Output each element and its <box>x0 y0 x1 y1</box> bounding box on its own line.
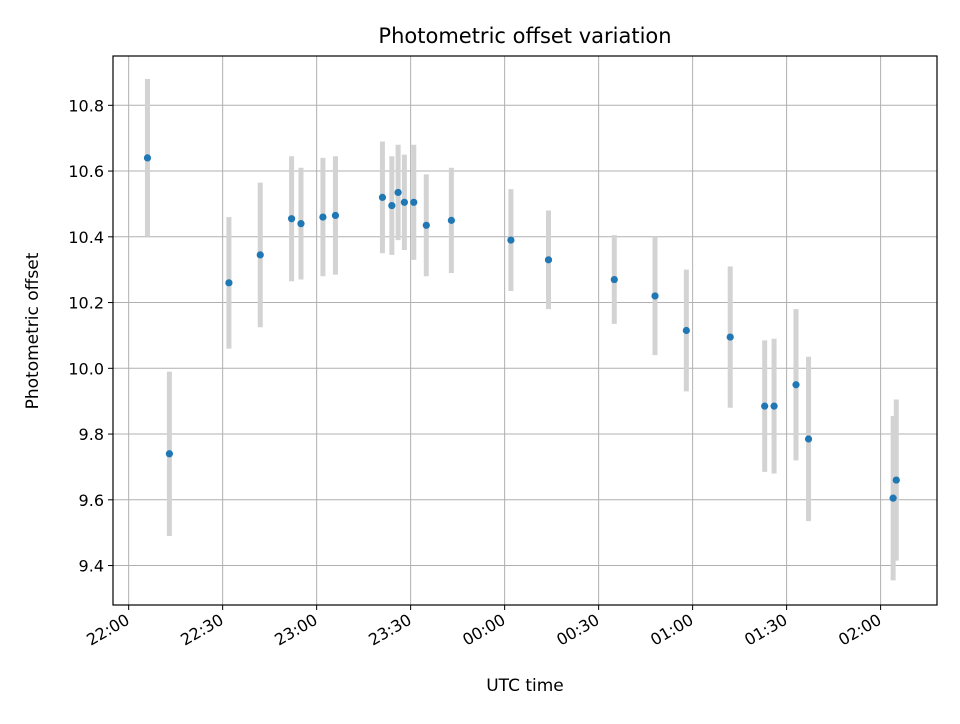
data-point <box>761 402 769 410</box>
data-point <box>297 220 305 228</box>
data-point <box>410 198 418 206</box>
y-tick-label: 10.8 <box>68 96 104 115</box>
y-axis-ticks: 9.4 9.6 9.8 10.0 10.2 10.4 10.6 10.8 <box>68 96 113 576</box>
plot-frame <box>112 55 938 606</box>
data-point <box>892 476 900 484</box>
data-point <box>287 215 296 223</box>
data-point <box>165 450 173 458</box>
grid <box>113 56 937 605</box>
y-axis-label: Photometric offset <box>23 252 43 409</box>
data-point <box>319 213 327 221</box>
data-point <box>889 494 897 502</box>
data-point <box>726 333 734 341</box>
data-point <box>388 201 396 210</box>
data-point <box>792 381 800 389</box>
data-point <box>770 402 778 410</box>
chart-title: Photometric offset variation <box>378 24 671 48</box>
data-point <box>422 221 430 229</box>
data-point <box>378 193 387 201</box>
data-point <box>256 251 264 259</box>
data-point <box>507 236 515 244</box>
y-tick-label: 10.4 <box>68 228 104 247</box>
data-point <box>682 326 690 335</box>
data-point <box>651 292 659 300</box>
data-point <box>610 275 618 284</box>
data-point <box>447 216 455 224</box>
data-point <box>544 256 553 264</box>
y-tick-label: 10.0 <box>68 359 104 378</box>
data-point <box>394 188 402 197</box>
y-tick-label: 9.6 <box>79 491 104 510</box>
y-tick-label: 10.2 <box>68 294 104 313</box>
data-point <box>804 435 813 443</box>
data-point <box>400 198 408 206</box>
x-axis-label: UTC time <box>486 676 564 696</box>
data-point <box>143 154 152 162</box>
y-tick-label: 10.6 <box>68 162 104 181</box>
data-points <box>143 154 900 502</box>
data-point <box>331 211 340 220</box>
data-point <box>225 279 233 287</box>
y-tick-label: 9.8 <box>79 425 104 444</box>
y-tick-label: 9.4 <box>79 557 104 576</box>
